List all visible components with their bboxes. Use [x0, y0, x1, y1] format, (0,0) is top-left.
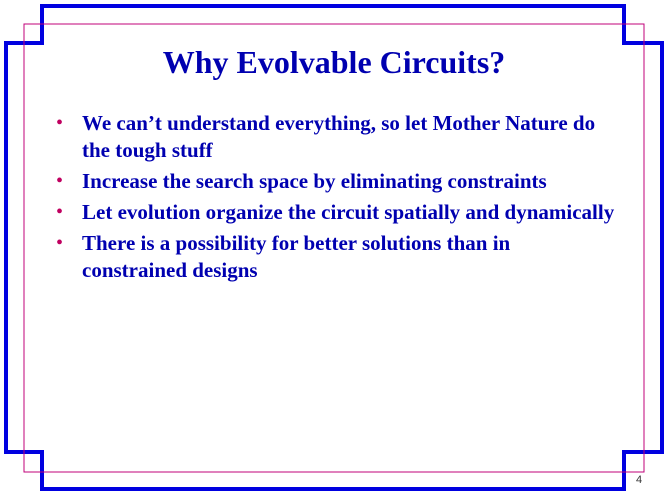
bullet-text: Let evolution organize the circuit spati… — [82, 200, 615, 224]
outer-blue-frame — [4, 4, 664, 491]
bullet-marker: • — [56, 112, 64, 134]
bullet-marker: • — [56, 232, 64, 254]
page-number: 4 — [636, 474, 643, 486]
bullet-text: Increase the search space by eliminating… — [82, 169, 547, 193]
bullet-text: There is a possibility for better soluti… — [82, 231, 511, 282]
bullet-marker: • — [56, 170, 64, 192]
slide-title: Why Evolvable Circuits? — [162, 44, 506, 80]
bullet-item: • There is a possibility for better solu… — [56, 230, 616, 284]
bullet-list: • We can’t understand everything, so let… — [56, 110, 616, 288]
bullet-item: • Let evolution organize the circuit spa… — [56, 199, 616, 226]
bullet-marker: • — [56, 201, 64, 223]
inner-magenta-border — [23, 23, 645, 473]
bullet-item: • Increase the search space by eliminati… — [56, 168, 616, 195]
bullet-item: • We can’t understand everything, so let… — [56, 110, 616, 164]
bullet-text: We can’t understand everything, so let M… — [82, 111, 596, 162]
